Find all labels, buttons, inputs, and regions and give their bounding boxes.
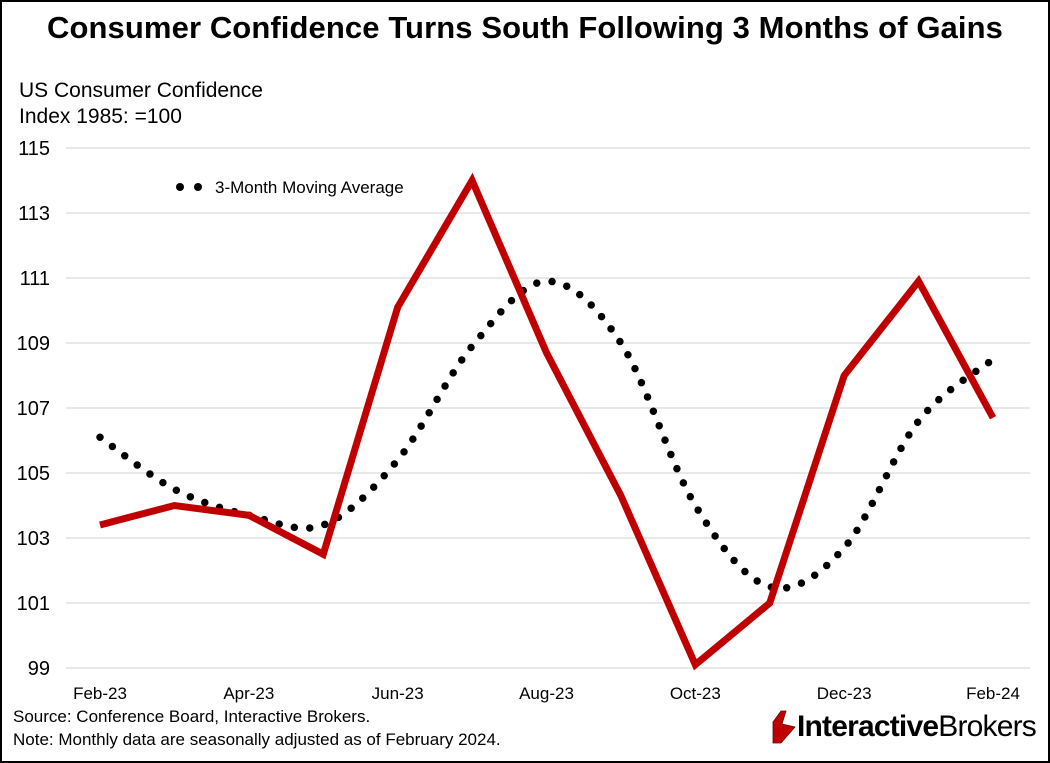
x-tick-label: Jun-23 [372, 684, 424, 703]
y-tick-label: 103 [17, 528, 50, 550]
y-tick-labels: 99 101 103 105 107 109 111 113 115 [17, 138, 50, 680]
series-line-consumer-confidence [99, 172, 997, 671]
legend-marker-dot [194, 183, 202, 191]
logo-mark-icon [772, 710, 796, 744]
source-note: Source: Conference Board, Interactive Br… [13, 707, 371, 726]
legend: 3-Month Moving Average [176, 178, 404, 197]
y-tick-label: 107 [17, 398, 50, 420]
y-tick-label: 109 [17, 333, 50, 355]
y-tick-label: 115 [18, 138, 50, 160]
x-tick-label: Dec-23 [817, 684, 872, 703]
x-tick-labels: Feb-23 Apr-23 Jun-23 Aug-23 Oct-23 Dec-23 Feb-… [73, 684, 1020, 703]
x-tick-label: Feb-23 [73, 684, 127, 703]
y-axis-label-line-1: US Consumer Confidence [19, 79, 263, 102]
x-tick-label: Aug-23 [519, 684, 574, 703]
series-line-moving-average [96, 277, 997, 592]
x-tick-label: Oct-23 [670, 684, 721, 703]
x-tick-label: Feb-24 [966, 684, 1020, 703]
y-tick-label: 113 [18, 203, 50, 225]
logo-wordmark-regular: Brokers [938, 710, 1037, 743]
data-note: Note: Monthly data are seasonally adjust… [13, 730, 501, 749]
chart-title: Consumer Confidence Turns South Followin… [47, 10, 1003, 45]
x-tick-label: Apr-23 [223, 684, 274, 703]
y-tick-label: 101 [17, 593, 50, 615]
series-layer [96, 172, 997, 671]
legend-label: 3-Month Moving Average [215, 178, 404, 197]
y-tick-label: 111 [20, 268, 50, 290]
gridlines [66, 147, 1030, 669]
y-tick-label: 99 [28, 658, 50, 680]
y-tick-label: 105 [17, 463, 50, 485]
y-axis-label: US Consumer Confidence Index 1985: =100 [19, 78, 263, 130]
logo-wordmark: InteractiveBrokers [796, 710, 1037, 744]
y-axis-label-line-2: Index 1985: =100 [19, 105, 182, 128]
interactive-brokers-logo: InteractiveBrokers [771, 710, 1037, 744]
logo-wordmark-bold: Interactive [796, 710, 939, 743]
legend-marker-dot [176, 183, 184, 191]
